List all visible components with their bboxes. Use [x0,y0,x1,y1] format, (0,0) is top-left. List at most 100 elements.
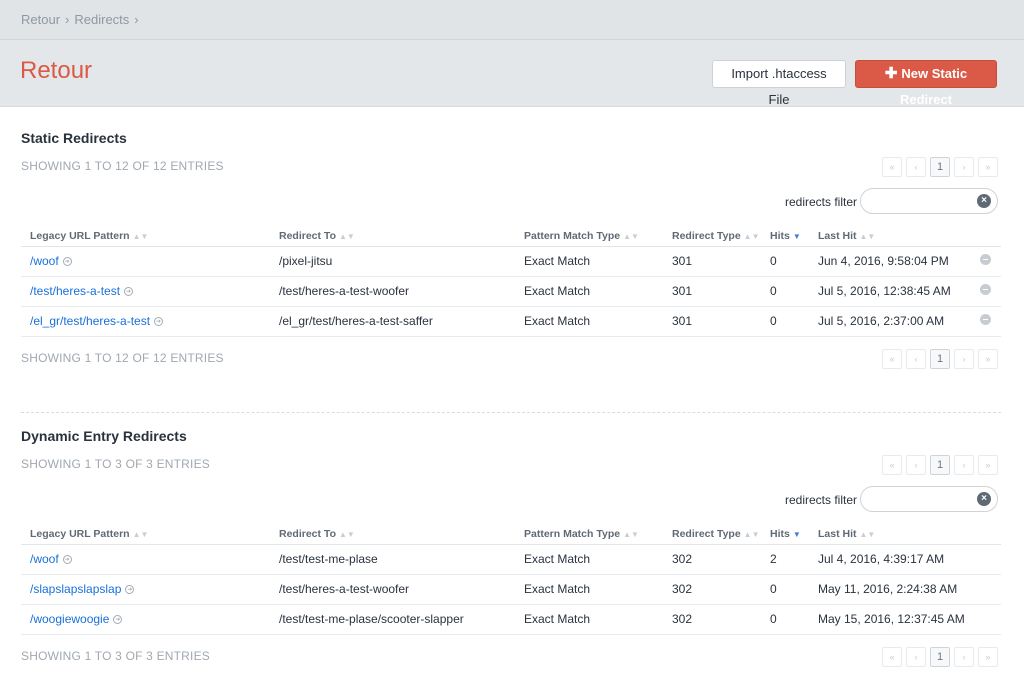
section-divider [21,412,1001,413]
static-redirects-table: Legacy URL Pattern ▲▼ Redirect To ▲▼ Patte… [21,226,1001,337]
page-header: Retour Import .htaccess File ✚ New Static… [0,40,1024,107]
legacy-url-link[interactable]: /woogiewoogie [30,612,110,626]
sort-icon: ▲▼ [623,231,639,241]
page-number-button[interactable]: 1 [930,157,950,177]
clear-icon[interactable]: × [977,492,991,506]
legacy-url-link[interactable]: /el_gr/test/heres-a-test [30,314,151,328]
arrow-circle-icon[interactable]: ➜ [125,585,135,595]
col-redirect-to[interactable]: Redirect To ▲▼ [270,524,515,545]
prev-page-button[interactable]: ‹ [906,647,926,667]
sort-icon: ▲▼ [743,231,760,241]
redirect-to: /test/heres-a-test-woofer [270,276,515,307]
col-actions [971,226,1001,247]
col-redirect-to[interactable]: Redirect To ▲▼ [270,226,515,247]
page-number-button[interactable]: 1 [930,349,950,369]
clear-icon[interactable]: × [977,194,991,208]
col-hits[interactable]: Hits ▼ [761,524,809,545]
first-page-button[interactable]: « [882,647,902,667]
main-content: Static Redirects SHOWING 1 TO 12 OF 12 E… [0,107,1024,695]
last-hit: May 15, 2016, 12:37:45 AM [809,604,971,635]
last-hit: Jul 5, 2016, 12:38:45 AM [809,276,971,307]
col-match-type[interactable]: Pattern Match Type ▲▼ [515,226,663,247]
legacy-url-link[interactable]: /slapslapslapslap [30,582,122,596]
page-number-button[interactable]: 1 [930,647,950,667]
last-page-button[interactable]: » [978,157,998,177]
sort-icon: ▲▼ [623,529,639,539]
filter-input[interactable] [871,488,981,510]
delete-icon[interactable] [980,284,991,295]
hits: 0 [761,246,809,277]
col-hits[interactable]: Hits ▼ [761,226,809,247]
delete-icon[interactable] [980,254,991,265]
legacy-url-link[interactable]: /test/heres-a-test [30,284,121,298]
dynamic-redirects-table: Legacy URL Pattern ▲▼ Redirect To ▲▼ Patte… [21,524,1001,635]
arrow-circle-icon[interactable]: ➜ [154,317,164,327]
breadcrumb: Retour › Redirects › [0,0,1024,40]
breadcrumb-retour[interactable]: Retour [21,12,61,27]
prev-page-button[interactable]: ‹ [906,157,926,177]
import-htaccess-button[interactable]: Import .htaccess File [712,60,846,107]
prev-page-button[interactable]: ‹ [906,349,926,369]
new-static-redirect-label: New Static Redirect [899,66,968,107]
next-page-button[interactable]: › [954,349,974,369]
arrow-circle-icon[interactable]: ➜ [62,257,72,267]
prev-page-button[interactable]: ‹ [906,455,926,475]
table-row: /woof ➜ /test/test-me-plase Exact Match 3… [21,544,1001,575]
redirect-to: /test/heres-a-test-woofer [270,574,515,605]
next-page-button[interactable]: › [954,157,974,177]
redirect-type: 301 [663,306,761,337]
next-page-button[interactable]: › [954,647,974,667]
sort-icon: ▲▼ [338,231,355,241]
sort-icon: ▲▼ [132,231,149,241]
sort-desc-icon: ▼ [792,231,801,241]
col-legacy-url[interactable]: Legacy URL Pattern ▲▼ [21,226,270,247]
redirect-to: /pixel-jitsu [270,246,515,277]
match-type: Exact Match [515,306,663,337]
next-page-button[interactable]: › [954,455,974,475]
entries-count-bottom: SHOWING 1 TO 3 OF 3 ENTRIES [21,649,210,663]
col-redirect-type[interactable]: Redirect Type ▲▼ [663,226,761,247]
sort-icon: ▲▼ [338,529,355,539]
col-match-type[interactable]: Pattern Match Type ▲▼ [515,524,663,545]
col-actions [971,524,1001,545]
section-title: Static Redirects [21,130,127,146]
hits: 0 [761,604,809,635]
page-number-button[interactable]: 1 [930,455,950,475]
col-redirect-type[interactable]: Redirect Type ▲▼ [663,524,761,545]
match-type: Exact Match [515,604,663,635]
breadcrumb-separator: › [134,12,139,27]
first-page-button[interactable]: « [882,455,902,475]
sort-icon: ▲▼ [132,529,149,539]
last-hit: Jul 4, 2016, 4:39:17 AM [809,544,971,575]
first-page-button[interactable]: « [882,349,902,369]
new-static-redirect-button[interactable]: ✚ New Static Redirect [855,60,997,107]
arrow-circle-icon[interactable]: ➜ [124,287,134,297]
last-hit: Jun 4, 2016, 9:58:04 PM [809,246,971,277]
last-hit: May 11, 2016, 2:24:38 AM [809,574,971,605]
breadcrumb-separator: › [65,12,70,27]
col-last-hit[interactable]: Last Hit ▲▼ [809,226,971,247]
last-page-button[interactable]: » [978,349,998,369]
hits: 0 [761,276,809,307]
col-legacy-url[interactable]: Legacy URL Pattern ▲▼ [21,524,270,545]
filter-input[interactable] [871,190,981,212]
last-page-button[interactable]: » [978,455,998,475]
entries-count-bottom: SHOWING 1 TO 12 OF 12 ENTRIES [21,351,224,365]
last-hit: Jul 5, 2016, 2:37:00 AM [809,306,971,337]
table-row: /slapslapslapslap ➜ /test/heres-a-test-wo… [21,574,1001,605]
sort-icon: ▲▼ [859,231,876,241]
filter-label: redirects filter [785,493,858,507]
arrow-circle-icon[interactable]: ➜ [62,555,72,565]
first-page-button[interactable]: « [882,157,902,177]
legacy-url-link[interactable]: /woof [30,552,59,566]
section-title: Dynamic Entry Redirects [21,428,187,444]
last-page-button[interactable]: » [978,647,998,667]
redirects-filter: × [860,486,998,512]
legacy-url-link[interactable]: /woof [30,254,59,268]
arrow-circle-icon[interactable]: ➜ [113,615,123,625]
breadcrumb-redirects[interactable]: Redirects [74,12,130,27]
redirect-type: 301 [663,276,761,307]
filter-label: redirects filter [785,195,858,209]
delete-icon[interactable] [980,314,991,325]
col-last-hit[interactable]: Last Hit ▲▼ [809,524,971,545]
